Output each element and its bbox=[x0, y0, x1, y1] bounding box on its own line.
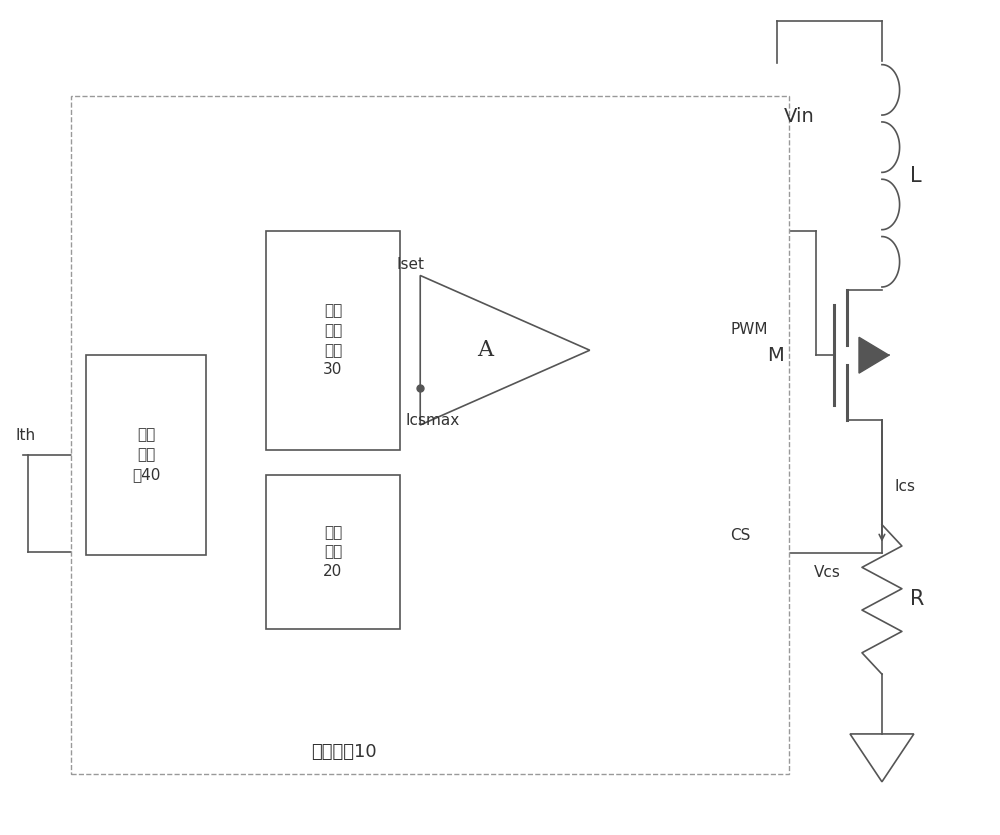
Text: 控制电路10: 控制电路10 bbox=[311, 743, 377, 761]
Text: 预设
值电
路40: 预设 值电 路40 bbox=[132, 428, 160, 482]
Polygon shape bbox=[859, 337, 889, 373]
Text: Ics: Ics bbox=[895, 478, 916, 493]
Text: Iset: Iset bbox=[396, 257, 424, 272]
Bar bbox=[266, 475, 400, 630]
Text: PWM: PWM bbox=[730, 322, 768, 337]
Bar bbox=[86, 355, 206, 554]
Text: 采样
电路
20: 采样 电路 20 bbox=[323, 524, 343, 579]
Text: CS: CS bbox=[730, 528, 751, 543]
Bar bbox=[71, 96, 789, 774]
Text: Icsmax: Icsmax bbox=[405, 413, 460, 428]
Text: 比较
设定
电路
30: 比较 设定 电路 30 bbox=[323, 303, 343, 377]
Bar bbox=[266, 230, 400, 450]
Text: A: A bbox=[477, 339, 493, 362]
Text: Vcs: Vcs bbox=[814, 564, 841, 579]
Text: Vin: Vin bbox=[784, 107, 815, 125]
Text: L: L bbox=[910, 166, 921, 186]
Text: R: R bbox=[910, 590, 924, 610]
Text: M: M bbox=[767, 346, 784, 365]
Text: Ith: Ith bbox=[15, 428, 35, 443]
